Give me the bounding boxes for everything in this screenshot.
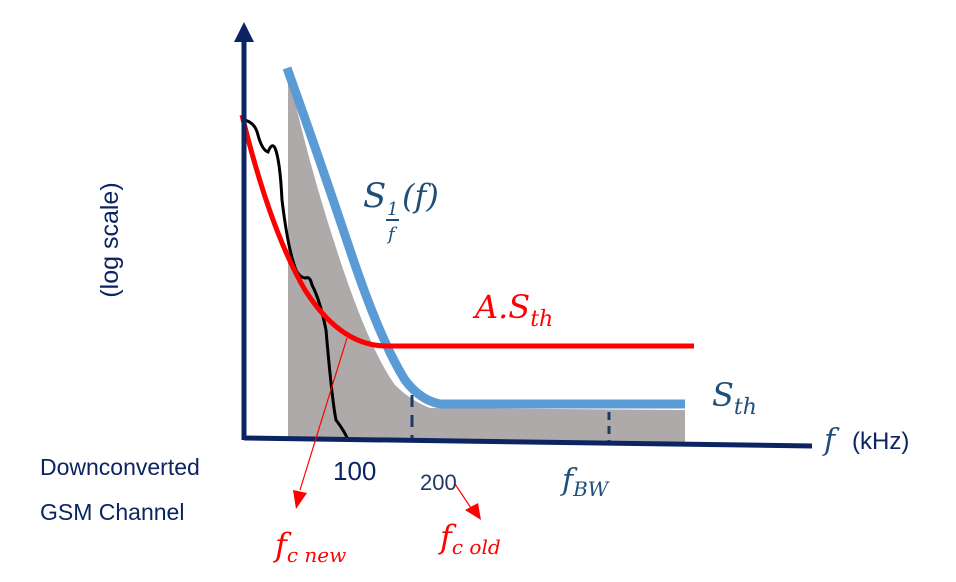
sth-label: Sth bbox=[712, 376, 757, 420]
gsm-label-line1: Downconverted bbox=[40, 454, 200, 480]
gsm-label-line2: GSM Channel bbox=[40, 499, 184, 525]
y-axis-arrow-icon bbox=[234, 22, 254, 42]
s1f-label-arg: (f) bbox=[402, 177, 439, 215]
a-sth-label: A.Sth bbox=[472, 288, 553, 332]
noise-area-fill bbox=[288, 80, 685, 442]
x-axis bbox=[243, 435, 813, 449]
fc-new-arrowhead-icon bbox=[293, 490, 307, 509]
fc-new-label: fc new bbox=[273, 526, 346, 567]
x-axis-label-f: f bbox=[822, 423, 840, 458]
tick-200: 200 bbox=[420, 470, 457, 495]
fbw-label: fBW bbox=[560, 463, 610, 501]
fc-old-arrowhead-icon bbox=[465, 503, 481, 520]
sth-label-main: S bbox=[712, 376, 734, 414]
fc-old-label: fc old bbox=[438, 518, 501, 559]
s1f-label-sub-den: f bbox=[386, 224, 398, 245]
tick-100: 100 bbox=[333, 456, 376, 486]
s1f-label-sub-num: 1 bbox=[387, 199, 398, 220]
a-sth-label-sub: th bbox=[530, 307, 553, 332]
a-sth-label-main: A.S bbox=[472, 288, 530, 326]
y-axis-label: (log scale) bbox=[96, 182, 124, 297]
s1f-curve bbox=[282, 66, 685, 409]
fc-old-label-sub: c old bbox=[452, 535, 501, 559]
a-sth-curve bbox=[239, 114, 694, 349]
fc-old-arrow bbox=[454, 483, 474, 512]
x-axis-label-unit: (kHz) bbox=[852, 428, 909, 455]
sth-label-sub: th bbox=[734, 395, 757, 420]
fbw-label-sub: BW bbox=[572, 477, 610, 501]
fc-new-arrow bbox=[299, 337, 348, 491]
s1f-label-main: S bbox=[363, 176, 386, 216]
fc-new-label-sub: c new bbox=[287, 543, 346, 567]
